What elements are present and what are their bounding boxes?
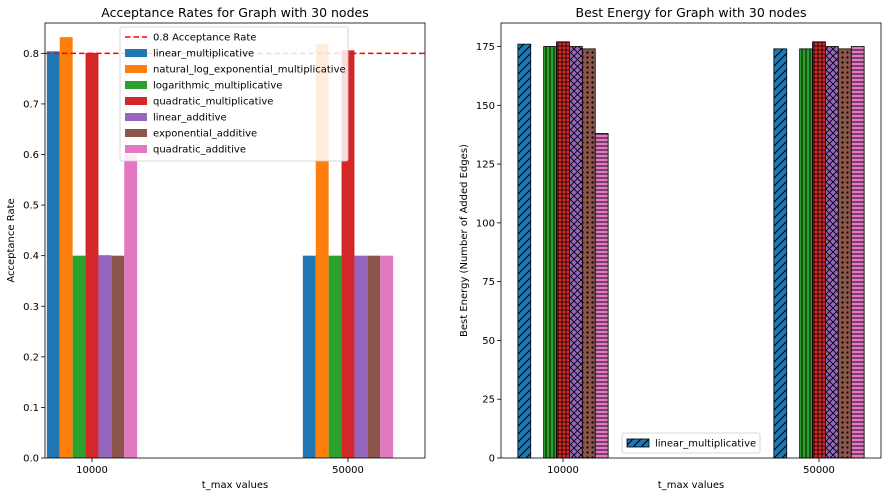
energy-bars [517, 41, 865, 459]
x-tick-label: 10000 [547, 465, 579, 476]
legend-label: quadratic_multiplicative [153, 97, 273, 108]
bar-quadratic-additive-50000 [380, 255, 394, 458]
bar-hatch-linear-additive-50000 [825, 46, 839, 459]
bar-linear-multiplicative-50000 [302, 255, 316, 458]
legend-swatch [125, 65, 147, 73]
bar-natural-log-exponential-multiplicative-10000 [59, 37, 73, 458]
x-tick-label: 50000 [332, 465, 364, 476]
legend-swatch [125, 129, 147, 137]
energy-chart: Best Energy for Graph with 30 nodes 0 25 5… [459, 5, 882, 491]
y-tick-label: 0.8 [23, 49, 39, 60]
acceptance-x-ticks: 10000 50000 [76, 458, 364, 476]
acceptance-x-axis-label: t_max values [202, 480, 268, 491]
bar-logarithmic-multiplicative-10000 [72, 255, 86, 458]
y-tick-label: 100 [476, 218, 495, 229]
legend-label: linear_multiplicative [655, 439, 756, 450]
y-tick-label: 75 [482, 277, 495, 288]
acceptance-chart-title: Acceptance Rates for Graph with 30 nodes [101, 5, 368, 20]
energy-plot-frame [500, 22, 882, 459]
bar-hatch-exponential-additive-50000 [837, 48, 852, 459]
y-tick-label: 150 [476, 101, 495, 112]
bar-hatch-linear-additive-10000 [569, 46, 583, 459]
bar-hatch-quadratic-multiplicative-10000 [556, 41, 570, 459]
acceptance-plot-frame [44, 22, 426, 459]
y-tick-label: 0.6 [23, 150, 39, 161]
acceptance-y-ticks: 0.0 0.1 0.2 0.3 0.4 0.5 0.6 0.7 0.8 [23, 49, 45, 465]
energy-y-ticks: 0 25 50 75 100 125 150 175 [476, 42, 501, 465]
bar-logarithmic-multiplicative-50000 [328, 255, 342, 458]
bar-hatch-logarithmic-multiplicative-10000 [543, 46, 557, 459]
y-tick-label: 175 [476, 42, 495, 53]
bar-exponential-additive-10000 [111, 255, 125, 458]
legend-label: logarithmic_multiplicative [153, 81, 282, 92]
y-tick-label: 0.2 [23, 352, 39, 363]
acceptance-legend: 0.8 Acceptance Rate linear_multiplicative… [119, 26, 349, 162]
bar-quadratic-additive-10000 [124, 154, 138, 458]
acceptance-y-axis-label: Acceptance Rate [6, 198, 17, 282]
legend-swatch [125, 81, 147, 89]
y-tick-label: 0.4 [23, 251, 39, 262]
energy-x-ticks: 10000 50000 [547, 458, 835, 476]
legend-label-reference: 0.8 Acceptance Rate [153, 33, 256, 44]
x-tick-label: 50000 [803, 465, 835, 476]
legend-box [119, 26, 349, 162]
energy-legend: linear_multiplicative [621, 432, 761, 454]
energy-chart-title: Best Energy for Graph with 30 nodes [576, 5, 807, 20]
bar-linear-additive-10000 [98, 255, 112, 458]
energy-x-axis-label: t_max values [658, 480, 724, 491]
y-tick-label: 25 [482, 395, 495, 406]
legend-swatch-hatch [626, 438, 650, 448]
y-tick-label: 0.5 [23, 201, 39, 212]
legend-swatch [125, 49, 147, 57]
y-tick-label: 125 [476, 160, 495, 171]
legend-box [621, 432, 761, 454]
acceptance-chart: Acceptance Rates for Graph with 30 nodes… [6, 5, 426, 491]
y-tick-label: 0 [489, 454, 495, 465]
legend-label: exponential_additive [153, 129, 257, 140]
legend-swatch [125, 97, 147, 105]
y-tick-label: 0.3 [23, 302, 39, 313]
bar-quadratic-multiplicative-10000 [85, 52, 99, 459]
bar-hatch-linear-multiplicative-50000 [773, 48, 788, 459]
bar-hatch-logarithmic-multiplicative-50000 [799, 48, 813, 459]
bar-hatch-quadratic-multiplicative-50000 [812, 41, 826, 459]
bar-linear-multiplicative-10000 [46, 51, 60, 458]
y-tick-label: 50 [482, 336, 495, 347]
bar-exponential-additive-50000 [367, 255, 381, 458]
energy-y-axis-label: Best Energy (Number of Added Edges) [459, 144, 470, 337]
bar-hatch-quadratic-additive-50000 [850, 46, 865, 459]
legend-swatch [125, 113, 147, 121]
bar-hatch-exponential-additive-10000 [581, 48, 596, 459]
y-tick-label: 0.7 [23, 99, 39, 110]
acceptance-bars [46, 37, 394, 459]
y-tick-label: 0.0 [23, 454, 39, 465]
bar-hatch-quadratic-additive-10000 [594, 133, 609, 459]
bar-hatch-linear-multiplicative-10000 [517, 43, 532, 459]
legend-label: linear_additive [153, 113, 227, 124]
legend-swatch [125, 145, 147, 153]
y-tick-label: 0.1 [23, 403, 39, 414]
legend-label: linear_multiplicative [153, 49, 254, 60]
x-tick-label: 10000 [76, 465, 108, 476]
legend-label: natural_log_exponential_multiplicative [153, 65, 346, 76]
legend-label: quadratic_additive [153, 145, 246, 156]
bar-linear-additive-50000 [354, 255, 368, 458]
